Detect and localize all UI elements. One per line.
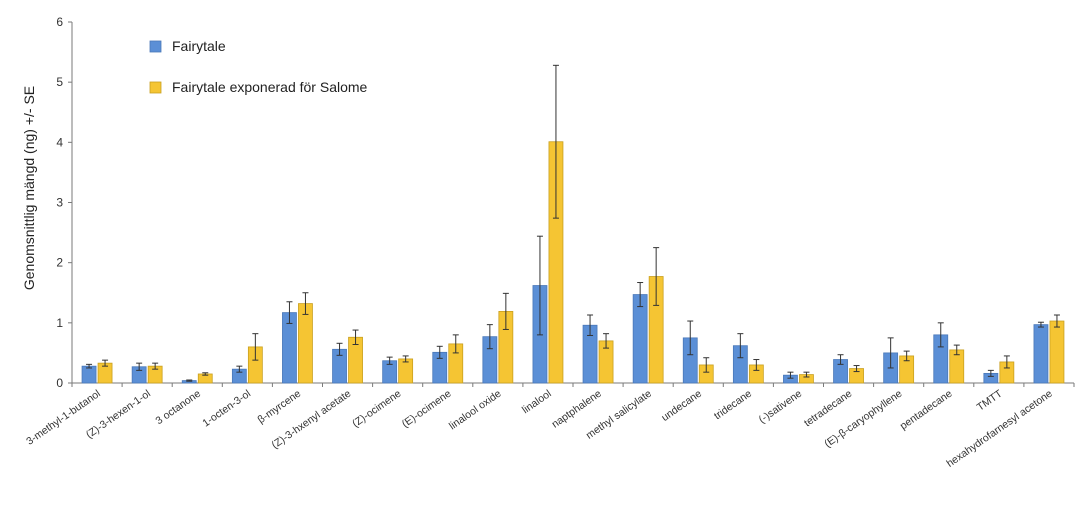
x-tick-label: linalool oxide — [447, 388, 504, 433]
error-bar — [737, 333, 744, 359]
x-tick-label: tridecane — [712, 388, 754, 423]
error-bar — [436, 345, 443, 359]
error-bar — [536, 235, 543, 336]
bar-fairytale — [1033, 324, 1049, 384]
error-bar — [1037, 321, 1044, 328]
error-bar — [386, 356, 393, 365]
error-bar — [937, 322, 944, 348]
legend: Fairytale Fairytale exponerad för Salome — [149, 38, 368, 95]
error-bar — [987, 369, 994, 377]
bar-fairytale-exponerad — [298, 303, 313, 384]
error-bar — [953, 344, 960, 356]
error-bar — [587, 314, 594, 336]
error-bar — [186, 379, 193, 382]
bar-fairytale-exponerad — [398, 358, 414, 384]
x-tick-label: (Z)-ocimene — [350, 388, 403, 430]
error-bar — [86, 363, 93, 369]
error-bar — [787, 371, 794, 379]
y-tick-label: 0 — [56, 376, 63, 390]
x-tick-label: TMTT — [975, 387, 1005, 413]
error-bar — [202, 372, 209, 376]
y-tick-label: 5 — [56, 75, 63, 89]
x-tick-label: β-myrcene — [255, 388, 303, 426]
bar-fairytale — [632, 294, 648, 384]
error-bar — [853, 365, 860, 373]
error-bar — [653, 247, 660, 306]
error-bar — [603, 333, 610, 349]
y-tick-label: 1 — [56, 316, 63, 330]
bars — [81, 64, 1065, 384]
legend-swatch-fairytale-exponerad — [149, 81, 162, 94]
error-bar — [452, 334, 459, 354]
x-tick-label: (-)sativene — [757, 388, 805, 426]
error-bar — [703, 357, 710, 373]
error-bar — [486, 324, 493, 350]
axes: 0 1 2 3 4 5 6 — [56, 15, 1075, 390]
error-bar — [352, 329, 359, 345]
x-tick-label: pentadecane — [898, 388, 955, 433]
y-tick-label: 3 — [56, 196, 63, 210]
error-bar — [803, 371, 810, 378]
error-bar — [837, 354, 844, 365]
bar-fairytale — [81, 365, 97, 384]
error-bar — [887, 337, 894, 369]
error-bar — [252, 333, 259, 361]
error-bar — [402, 355, 409, 363]
error-bar — [1003, 355, 1010, 369]
error-bar — [102, 359, 109, 367]
x-tick-label: 3 octanone — [154, 388, 204, 428]
y-tick-label: 4 — [56, 135, 63, 149]
error-bar — [302, 292, 309, 315]
x-tick-label: undecane — [659, 388, 704, 424]
legend-swatch-fairytale — [149, 40, 162, 53]
y-axis-label: Genomsnittlig mängd (ng) +/- SE — [21, 86, 37, 290]
x-tick-label: linalool — [520, 388, 554, 417]
error-bar — [1053, 314, 1060, 328]
x-tick-label: (E)-ocimene — [400, 388, 454, 431]
error-bar — [336, 342, 343, 356]
error-bar — [236, 365, 243, 373]
error-bar — [687, 320, 694, 356]
legend-label-fairytale: Fairytale — [172, 38, 226, 54]
error-bar — [753, 359, 760, 371]
x-tick-labels: 3-methyl-1-butanol(Z)-3-hexen-1-ol 3 octa… — [24, 387, 1055, 469]
y-tick-label: 6 — [56, 15, 63, 29]
error-bar — [903, 350, 910, 362]
error-bar — [502, 292, 509, 330]
error-bar — [152, 362, 159, 370]
error-bar — [552, 64, 559, 219]
error-bar — [637, 282, 644, 308]
x-tick-label: 1-octen-3-ol — [200, 388, 253, 430]
error-bar — [286, 301, 293, 324]
error-bar — [136, 362, 143, 371]
bar-fairytale-exponerad — [1049, 320, 1065, 384]
legend-label-fairytale-exponerad: Fairytale exponerad för Salome — [172, 79, 368, 95]
y-tick-label: 2 — [56, 256, 63, 270]
